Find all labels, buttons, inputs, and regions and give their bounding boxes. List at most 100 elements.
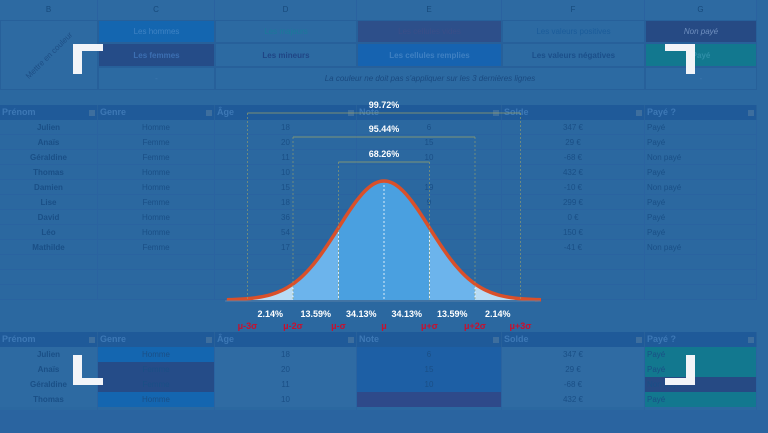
table-cell[interactable]	[98, 285, 215, 300]
table-cell[interactable]: 6	[357, 120, 502, 135]
table-cell[interactable]: Thomas	[0, 392, 98, 407]
table-header-0[interactable]: Prénom	[0, 105, 98, 120]
table-cell[interactable]: 347 €	[502, 120, 645, 135]
table-cell[interactable]: 6	[357, 347, 502, 362]
table-header-5[interactable]: Payé ?	[645, 105, 757, 120]
column-header-B[interactable]: B	[0, 0, 98, 20]
filter-dropdown-icon[interactable]	[748, 110, 754, 116]
table-cell[interactable]: Non payé	[645, 240, 757, 255]
table-cell[interactable]	[357, 270, 502, 285]
table-cell[interactable]: David	[0, 210, 98, 225]
table-cell[interactable]: Homme	[98, 392, 215, 407]
table-cell[interactable]	[98, 255, 215, 270]
table-header-1[interactable]: Genre	[98, 332, 215, 347]
table-header-0[interactable]: Prénom	[0, 332, 98, 347]
table-cell[interactable]: 10	[357, 377, 502, 392]
table-cell[interactable]: 299 €	[502, 195, 645, 210]
table-header-1[interactable]: Genre	[98, 105, 215, 120]
table-cell[interactable]: 432 €	[502, 165, 645, 180]
table-cell[interactable]: Thomas	[0, 165, 98, 180]
table-header-2[interactable]: Âge	[215, 332, 357, 347]
filter-dropdown-icon[interactable]	[89, 110, 95, 116]
table-cell[interactable]: 19	[357, 180, 502, 195]
table-cell[interactable]: Payé	[645, 210, 757, 225]
table-cell[interactable]: Julien	[0, 120, 98, 135]
table-cell[interactable]: -41 €	[502, 240, 645, 255]
table-cell[interactable]: 432 €	[502, 392, 645, 407]
table-cell[interactable]	[645, 270, 757, 285]
column-header-E[interactable]: E	[357, 0, 502, 20]
table-cell[interactable]: 347 €	[502, 347, 645, 362]
table-cell[interactable]: 29 €	[502, 362, 645, 377]
table-cell[interactable]	[502, 270, 645, 285]
table-cell[interactable]: Mathilde	[0, 240, 98, 255]
table-cell[interactable]: Homme	[98, 165, 215, 180]
column-header-C[interactable]: C	[98, 0, 215, 20]
table-cell[interactable]: 10	[357, 150, 502, 165]
table-header-3[interactable]: Note	[357, 332, 502, 347]
table-cell[interactable]: 9	[357, 195, 502, 210]
table-cell[interactable]: Homme	[98, 347, 215, 362]
table-cell[interactable]	[357, 210, 502, 225]
column-header-D[interactable]: D	[215, 0, 357, 20]
table-cell[interactable]: 18	[215, 347, 357, 362]
table-cell[interactable]: Femme	[98, 377, 215, 392]
table-cell[interactable]: 15	[357, 135, 502, 150]
table-cell[interactable]: -10 €	[502, 180, 645, 195]
filter-dropdown-icon[interactable]	[636, 337, 642, 343]
table-cell[interactable]	[357, 392, 502, 407]
filter-dropdown-icon[interactable]	[748, 337, 754, 343]
table-cell[interactable]: Femme	[98, 362, 215, 377]
table-cell[interactable]	[357, 165, 502, 180]
filter-dropdown-icon[interactable]	[348, 337, 354, 343]
table-cell[interactable]	[357, 285, 502, 300]
table-cell[interactable]: Payé	[645, 135, 757, 150]
table-cell[interactable]: 10	[215, 165, 357, 180]
table-cell[interactable]: Géraldine	[0, 150, 98, 165]
table-cell[interactable]	[357, 255, 502, 270]
filter-dropdown-icon[interactable]	[493, 337, 499, 343]
table-cell[interactable]: 0 €	[502, 210, 645, 225]
table-cell[interactable]: -68 €	[502, 377, 645, 392]
table-cell[interactable]: Payé	[645, 362, 757, 377]
table-cell[interactable]: Payé	[645, 225, 757, 240]
table-cell[interactable]: 10	[215, 392, 357, 407]
table-cell[interactable]	[502, 255, 645, 270]
table-cell[interactable]: Payé	[645, 392, 757, 407]
table-cell[interactable]	[357, 240, 502, 255]
table-cell[interactable]: 20	[215, 362, 357, 377]
table-cell[interactable]	[502, 285, 645, 300]
filter-dropdown-icon[interactable]	[89, 337, 95, 343]
table-cell[interactable]: Payé	[645, 120, 757, 135]
table-cell[interactable]: Homme	[98, 210, 215, 225]
table-cell[interactable]: Non payé	[645, 150, 757, 165]
table-cell[interactable]: 15	[357, 362, 502, 377]
table-cell[interactable]: Femme	[98, 150, 215, 165]
table-cell[interactable]: Payé	[645, 195, 757, 210]
filter-dropdown-icon[interactable]	[206, 110, 212, 116]
table-cell[interactable]: Homme	[98, 180, 215, 195]
table-cell[interactable]: Anaïs	[0, 135, 98, 150]
table-cell[interactable]: Payé	[645, 165, 757, 180]
table-cell[interactable]: Femme	[98, 195, 215, 210]
table-header-4[interactable]: Solde	[502, 332, 645, 347]
table-cell[interactable]: 150 €	[502, 225, 645, 240]
column-header-G[interactable]: G	[645, 0, 757, 20]
table-header-4[interactable]: Solde	[502, 105, 645, 120]
column-header-F[interactable]: F	[502, 0, 645, 20]
table-cell[interactable]: 20	[215, 135, 357, 150]
filter-dropdown-icon[interactable]	[636, 110, 642, 116]
table-cell[interactable]	[0, 270, 98, 285]
table-cell[interactable]: Homme	[98, 120, 215, 135]
table-cell[interactable]: 11	[215, 377, 357, 392]
table-cell[interactable]: 29 €	[502, 135, 645, 150]
table-cell[interactable]: Payé	[645, 347, 757, 362]
filter-dropdown-icon[interactable]	[206, 337, 212, 343]
table-cell[interactable]: 15	[215, 180, 357, 195]
table-cell[interactable]: Non payé	[645, 180, 757, 195]
table-header-5[interactable]: Payé ?	[645, 332, 757, 347]
table-cell[interactable]: Damien	[0, 180, 98, 195]
table-cell[interactable]	[98, 270, 215, 285]
table-cell[interactable]: -68 €	[502, 150, 645, 165]
table-cell[interactable]: 11	[215, 150, 357, 165]
